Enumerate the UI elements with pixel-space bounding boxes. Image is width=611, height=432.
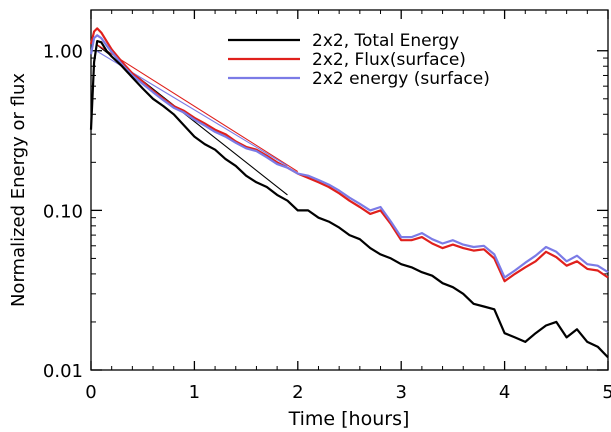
- legend-label-1: 2x2, Flux(surface): [312, 50, 466, 70]
- y-tick-label: 0.10: [43, 201, 83, 222]
- y-tick-label: 0.01: [43, 361, 83, 382]
- legend-label-2: 2x2 energy (surface): [312, 69, 490, 89]
- x-axis-label: Time [hours]: [288, 408, 410, 430]
- x-tick-label: 1: [189, 382, 200, 403]
- series-line-0: [89, 39, 609, 359]
- x-tick-label: 5: [602, 382, 611, 403]
- series-line-2: [89, 34, 609, 279]
- y-axis-ticks: 1.00 0.10 0.01: [43, 42, 608, 382]
- series-lines: [89, 27, 609, 359]
- x-tick-label: 4: [499, 382, 510, 403]
- x-tick-label: 2: [292, 382, 303, 403]
- x-axis-ticks: 0 1 2 3 4 5: [85, 10, 611, 403]
- plot-frame: [90, 9, 609, 371]
- y-axis-label: Normalized Energy or flux: [8, 73, 29, 307]
- fit-line: [95, 43, 299, 173]
- series-line-1: [89, 27, 609, 283]
- legend-label-0: 2x2, Total Energy: [312, 31, 459, 51]
- x-tick-label: 0: [85, 382, 96, 403]
- x-tick-label: 3: [395, 382, 406, 403]
- plot-area: 0 1 2 3 4 5 1.00 0.10 0.01: [43, 9, 611, 403]
- y-tick-label: 1.00: [43, 42, 83, 63]
